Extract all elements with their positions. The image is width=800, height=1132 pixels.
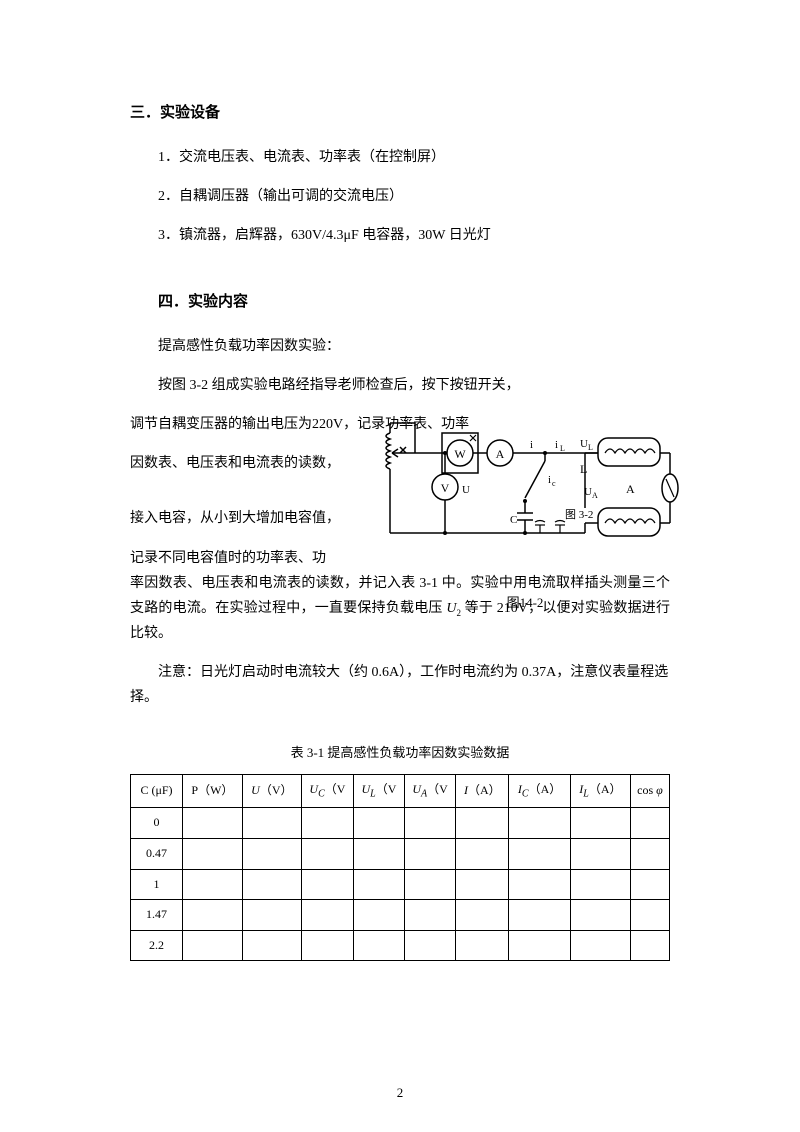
svg-text:A: A (592, 491, 598, 500)
table-header-row: C (μF) P（W） U（V） UC（V UL（V UA（V I（A） IC（… (131, 775, 670, 808)
equipment-list: 1．交流电压表、电流表、功率表（在控制屏） 2．自耦调压器（输出可调的交流电压）… (130, 145, 670, 249)
th-c: C (μF) (131, 775, 183, 808)
table-caption: 表 3-1 提高感性负载功率因数实验数据 (130, 741, 670, 764)
th-ua: UA（V (404, 775, 455, 808)
svg-text:C: C (510, 514, 517, 526)
cell-c: 1 (131, 869, 183, 900)
svg-text:U: U (580, 438, 588, 450)
svg-text:V: V (441, 481, 450, 495)
equipment-item-3: 3．镇流器，启辉器，630V/4.3μF 电容器，30W 日光灯 (158, 223, 670, 248)
th-u: U（V） (242, 775, 301, 808)
section4-subtitle: 提高感性负载功率因数实验： (130, 334, 670, 359)
svg-text:i: i (548, 474, 551, 486)
content-with-diagram: 按图 3-2 组成实验电路经指导老师检查后，按下按钮开关， 调节自耦变压器的输出… (130, 373, 670, 532)
cell-c: 0 (131, 808, 183, 839)
th-p: P（W） (183, 775, 243, 808)
cell-c: 0.47 (131, 839, 183, 870)
cell-c: 2.2 (131, 930, 183, 961)
data-table: C (μF) P（W） U（V） UC（V UL（V UA（V I（A） IC（… (130, 774, 670, 961)
svg-text:L: L (580, 462, 587, 476)
th-ul: UL（V (354, 775, 405, 808)
svg-text:i: i (555, 439, 558, 451)
equipment-item-2: 2．自耦调压器（输出可调的交流电压） (158, 184, 670, 209)
section3-heading: 三．实验设备 (130, 100, 670, 127)
diagram-caption: 图14-2 (370, 591, 680, 614)
svg-text:L: L (588, 443, 593, 452)
th-i: I（A） (456, 775, 509, 808)
para-1: 按图 3-2 组成实验电路经指导老师检查后，按下按钮开关， (130, 373, 670, 398)
svg-text:c: c (552, 479, 556, 488)
section4-heading: 四．实验内容 (130, 289, 670, 316)
svg-text:i: i (530, 439, 533, 451)
svg-text:L: L (560, 444, 565, 453)
page-number: 2 (0, 1081, 800, 1104)
table-row: 1 (131, 869, 670, 900)
circuit-svg: W A i i L U L (370, 403, 680, 578)
svg-text:A: A (626, 482, 635, 496)
diagram-inner-label: 图 3-2 (565, 508, 593, 521)
th-uc: UC（V (301, 775, 353, 808)
svg-text:A: A (496, 447, 505, 461)
circuit-diagram: W A i i L U L (370, 403, 680, 603)
th-cos: cos φ (630, 775, 669, 808)
th-ic: IC（A） (509, 775, 571, 808)
table-row: 0 (131, 808, 670, 839)
table-row: 0.47 (131, 839, 670, 870)
th-il: IL（A） (570, 775, 630, 808)
svg-text:U: U (462, 484, 470, 496)
table-row: 2.2 (131, 930, 670, 961)
cell-c: 1.47 (131, 900, 183, 931)
note-para: 注意：日光灯启动时电流较大（约 0.6A），工作时电流约为 0.37A，注意仪表… (130, 660, 670, 710)
table-row: 1.47 (131, 900, 670, 931)
svg-text:W: W (454, 447, 466, 461)
equipment-item-1: 1．交流电压表、电流表、功率表（在控制屏） (158, 145, 670, 170)
